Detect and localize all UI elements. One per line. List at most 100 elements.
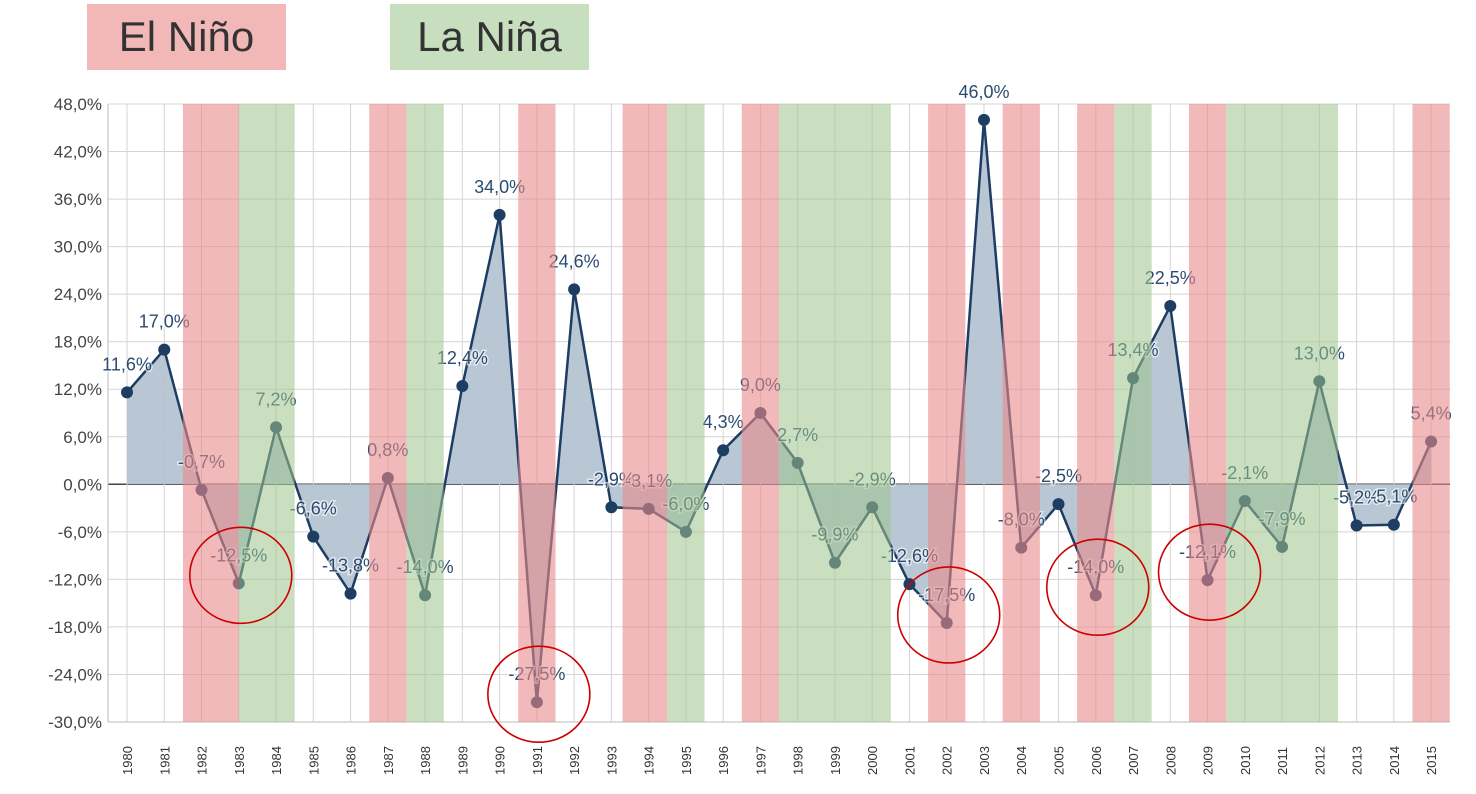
data-label: 24,6% bbox=[549, 251, 600, 271]
el-nino-band bbox=[1002, 104, 1040, 722]
x-tick-label: 2008 bbox=[1163, 746, 1178, 775]
x-tick-label: 2012 bbox=[1312, 746, 1327, 775]
x-tick-label: 1994 bbox=[642, 746, 657, 775]
la-nina-band bbox=[667, 104, 705, 722]
x-tick-label: 1984 bbox=[269, 746, 284, 775]
el-nino-band bbox=[369, 104, 407, 722]
x-tick-label: 1997 bbox=[753, 746, 768, 775]
x-tick-label: 2014 bbox=[1387, 746, 1402, 775]
x-tick-label: 1987 bbox=[381, 746, 396, 775]
x-tick-label: 1988 bbox=[418, 746, 433, 775]
x-tick-label: 1995 bbox=[679, 746, 694, 775]
y-tick-label: 18,0% bbox=[54, 333, 102, 352]
x-tick-label: 1981 bbox=[157, 746, 172, 775]
el-nino-band bbox=[1077, 104, 1115, 722]
el-nino-band bbox=[741, 104, 780, 722]
x-tick-label: 1993 bbox=[604, 746, 619, 775]
x-tick-label: 2003 bbox=[977, 746, 992, 775]
data-point bbox=[307, 530, 320, 543]
el-nino-band bbox=[182, 104, 239, 722]
x-tick-label: 1983 bbox=[232, 746, 247, 775]
x-tick-label: 1985 bbox=[306, 746, 321, 775]
data-point bbox=[977, 113, 990, 126]
el-nino-band bbox=[928, 104, 966, 722]
data-label: 22,5% bbox=[1145, 268, 1196, 288]
data-point bbox=[568, 283, 581, 296]
data-point bbox=[717, 444, 730, 457]
data-point bbox=[121, 386, 133, 399]
data-point bbox=[344, 587, 357, 600]
data-point bbox=[1164, 300, 1177, 313]
x-tick-label: 2009 bbox=[1201, 746, 1216, 775]
data-label: 12,4% bbox=[437, 348, 488, 368]
x-tick-label: 2015 bbox=[1424, 746, 1439, 775]
y-tick-label: 42,0% bbox=[54, 143, 102, 162]
x-tick-label: 2005 bbox=[1052, 746, 1067, 775]
x-tick-label: 2001 bbox=[902, 746, 917, 775]
x-tick-label: 2013 bbox=[1350, 746, 1365, 775]
y-tick-label: 6,0% bbox=[63, 428, 102, 447]
y-tick-label: 36,0% bbox=[54, 190, 102, 209]
x-tick-label: 1980 bbox=[120, 746, 135, 775]
x-tick-label: 2011 bbox=[1275, 747, 1290, 775]
data-point bbox=[605, 501, 618, 514]
data-point bbox=[1052, 498, 1065, 511]
y-tick-label: 48,0% bbox=[54, 95, 102, 114]
x-tick-label: 1986 bbox=[344, 746, 359, 775]
el-nino-band bbox=[1188, 104, 1227, 722]
y-tick-label: -12,0% bbox=[48, 570, 102, 589]
data-label: 11,6% bbox=[102, 354, 152, 374]
legend-el-nino: El Niño bbox=[87, 4, 286, 70]
highlight-circle bbox=[487, 645, 591, 743]
x-tick-label: 2007 bbox=[1126, 746, 1141, 775]
highlight-circle bbox=[896, 566, 1001, 664]
y-tick-label: 24,0% bbox=[54, 285, 102, 304]
x-tick-label: 1999 bbox=[828, 746, 843, 775]
la-nina-band bbox=[1114, 104, 1152, 722]
la-nina-band bbox=[1226, 104, 1338, 722]
data-point bbox=[493, 208, 506, 221]
x-tick-label: 2000 bbox=[865, 746, 880, 775]
el-nino-band bbox=[622, 104, 668, 722]
data-point bbox=[158, 343, 171, 356]
y-tick-label: 12,0% bbox=[54, 380, 102, 399]
data-label: 34,0% bbox=[474, 177, 525, 197]
data-label: -5,1% bbox=[1370, 487, 1417, 507]
el-nino-band bbox=[518, 104, 556, 722]
y-tick-label: -30,0% bbox=[48, 713, 102, 732]
y-tick-label: 30,0% bbox=[54, 238, 102, 257]
x-tick-label: 2006 bbox=[1089, 746, 1104, 775]
x-tick-label: 1998 bbox=[791, 746, 806, 775]
x-tick-label: 1989 bbox=[455, 746, 470, 775]
la-nina-band bbox=[406, 104, 444, 722]
data-point bbox=[1387, 518, 1400, 531]
la-nina-band bbox=[238, 104, 295, 722]
data-point bbox=[456, 380, 469, 393]
data-label: -2,5% bbox=[1035, 466, 1082, 486]
highlight-circle bbox=[188, 526, 293, 625]
x-tick-label: 1990 bbox=[493, 746, 508, 775]
highlight-circle bbox=[1157, 523, 1262, 621]
x-tick-label: 1991 bbox=[530, 746, 545, 775]
x-tick-label: 2010 bbox=[1238, 746, 1253, 775]
y-tick-label: -18,0% bbox=[48, 618, 102, 637]
x-tick-label: 1992 bbox=[567, 746, 582, 775]
y-tick-label: -6,0% bbox=[58, 523, 102, 542]
data-label: -6,6% bbox=[290, 499, 337, 519]
x-tick-label: 2004 bbox=[1014, 746, 1029, 775]
data-label: 17,0% bbox=[139, 312, 190, 332]
la-nina-band bbox=[779, 104, 891, 722]
data-point bbox=[1350, 519, 1363, 532]
el-nino-band bbox=[1412, 104, 1450, 722]
legend-la-nina: La Niña bbox=[390, 4, 589, 70]
data-label: 46,0% bbox=[958, 82, 1009, 102]
x-tick-label: 2002 bbox=[940, 746, 955, 775]
x-tick-label: 1982 bbox=[195, 746, 210, 775]
y-tick-label: -24,0% bbox=[48, 665, 102, 684]
highlight-circle bbox=[1045, 538, 1150, 637]
series-area bbox=[127, 119, 1432, 703]
data-label: -5,2% bbox=[1333, 488, 1380, 508]
x-tick-label: 1996 bbox=[716, 746, 731, 775]
data-label: 4,3% bbox=[703, 412, 744, 432]
